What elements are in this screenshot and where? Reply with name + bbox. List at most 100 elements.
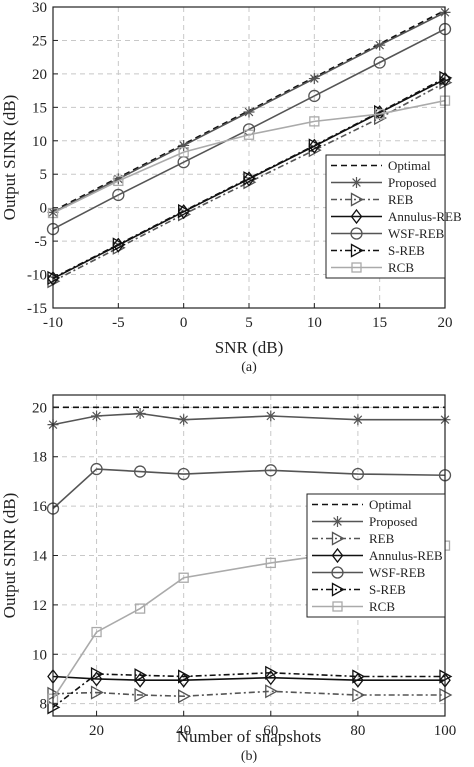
x-tick-label: 20 — [438, 315, 453, 331]
legend-label-optimal: Optimal — [369, 497, 412, 512]
data-point-wsf-reb — [373, 56, 386, 69]
legend-label-wsf-reb: WSF-REB — [388, 226, 445, 241]
legend-marker-s-reb — [331, 582, 345, 597]
legend-label-s-reb: S-REB — [369, 582, 406, 597]
data-point-wsf-reb — [112, 188, 125, 202]
legend-marker-proposed — [332, 516, 343, 527]
legend-label-s-reb: S-REB — [388, 243, 425, 258]
data-point-s-reb — [134, 668, 148, 683]
data-point-s-reb — [178, 203, 192, 219]
series-s-reb — [47, 665, 453, 715]
y-tick-label: 30 — [32, 0, 47, 16]
legend-label-rcb: RCB — [369, 599, 395, 614]
legend-label-optimal: Optimal — [388, 158, 431, 173]
legend-marker-annulus-reb — [350, 208, 363, 225]
data-point-rcb — [91, 626, 102, 638]
legend-label-annulus-reb: Annulus-REB — [388, 209, 462, 224]
x-axis-label: Number of snapshots — [177, 727, 321, 746]
legend: Optimal Proposed REB Annulus-REB WSF-REB S-RE… — [306, 493, 446, 618]
data-point-s-reb — [90, 666, 104, 682]
data-point-annulus-reb — [134, 672, 146, 688]
y-tick-label: -15 — [27, 301, 47, 317]
x-tick-label: 40 — [176, 723, 191, 739]
series-line-wsf-reb — [52, 468, 446, 510]
y-tick-label: -10 — [27, 268, 47, 284]
data-point-rcb — [178, 572, 189, 583]
y-tick-label: -5 — [35, 234, 48, 250]
series-annulus-reb — [47, 668, 451, 688]
data-point-proposed — [265, 410, 277, 422]
data-point-wsf-reb — [133, 465, 147, 478]
series-line-annulus-reb — [52, 675, 445, 681]
legend-label-proposed: Proposed — [388, 175, 437, 190]
data-point-rcb — [243, 129, 255, 140]
legend-marker-rcb — [332, 601, 343, 612]
data-point-reb — [134, 687, 148, 703]
x-tick-label: 10 — [307, 315, 322, 331]
x-tick-label: 80 — [350, 723, 365, 739]
data-point-wsf-reb — [308, 89, 321, 103]
series-reb — [47, 684, 453, 704]
legend-marker-wsf-reb — [331, 566, 344, 579]
legend-label-reb: REB — [369, 531, 395, 546]
series-line-s-reb — [52, 671, 445, 708]
data-point-wsf-reb — [264, 464, 277, 477]
data-point-reb — [352, 687, 366, 703]
data-point-annulus-reb — [264, 670, 277, 686]
data-point-proposed — [112, 173, 124, 185]
y-tick-label: 5 — [40, 167, 48, 183]
data-point-rcb — [134, 603, 146, 614]
data-point-wsf-reb — [177, 467, 190, 481]
x-tick-label: -5 — [112, 315, 125, 331]
x-tick-label: 15 — [372, 315, 387, 331]
legend-label-annulus-reb: Annulus-REB — [369, 548, 443, 563]
legend-marker-reb — [350, 192, 364, 207]
y-tick-label: 10 — [32, 647, 47, 663]
data-point-wsf-reb — [90, 462, 103, 476]
data-point-s-reb — [265, 665, 279, 680]
series-wsf-reb — [46, 22, 452, 236]
legend-label-rcb: RCB — [388, 260, 414, 275]
data-point-rcb — [265, 557, 276, 569]
legend-marker-wsf-reb — [350, 227, 363, 240]
legend: Optimal Proposed REB Annulus-REB WSF-REB S-RE… — [325, 154, 462, 279]
x-tick-label: 60 — [263, 723, 278, 739]
data-point-reb — [265, 684, 279, 699]
data-point-proposed — [352, 414, 364, 426]
data-point-s-reb — [112, 237, 126, 252]
legend-marker-proposed — [351, 177, 362, 188]
data-point-rcb — [374, 108, 385, 120]
series-proposed — [47, 6, 451, 218]
data-point-proposed — [178, 139, 190, 151]
data-point-annulus-reb — [90, 671, 103, 687]
data-point-proposed — [243, 106, 255, 118]
data-point-proposed — [134, 408, 146, 420]
y-tick-label: 20 — [32, 400, 47, 416]
legend-marker-annulus-reb — [331, 547, 344, 564]
y-tick-label: 8 — [40, 697, 48, 713]
data-point-reb — [178, 689, 192, 704]
figure-caption: (a) — [241, 360, 257, 375]
data-point-reb — [90, 685, 104, 700]
y-tick-label: 25 — [32, 33, 47, 49]
data-point-proposed — [374, 39, 386, 51]
legend-marker-s-reb — [350, 243, 364, 258]
y-axis-label: Output SINR (dB) — [0, 493, 19, 619]
y-tick-label: 18 — [32, 450, 47, 466]
legend-marker-reb — [331, 531, 345, 546]
data-point-s-reb — [352, 669, 366, 684]
data-point-proposed — [308, 73, 320, 85]
data-point-wsf-reb — [351, 467, 365, 481]
data-point-s-reb — [243, 171, 257, 186]
y-tick-label: 15 — [32, 100, 47, 116]
y-tick-label: 0 — [40, 201, 48, 217]
x-axis-label: SNR (dB) — [215, 338, 283, 357]
x-tick-label: 0 — [180, 315, 188, 331]
legend-label-proposed: Proposed — [369, 514, 418, 529]
figure-caption: (b) — [241, 749, 258, 764]
legend-marker-rcb — [351, 262, 362, 273]
series-line-wsf-reb — [52, 28, 446, 230]
data-point-s-reb — [308, 138, 322, 153]
